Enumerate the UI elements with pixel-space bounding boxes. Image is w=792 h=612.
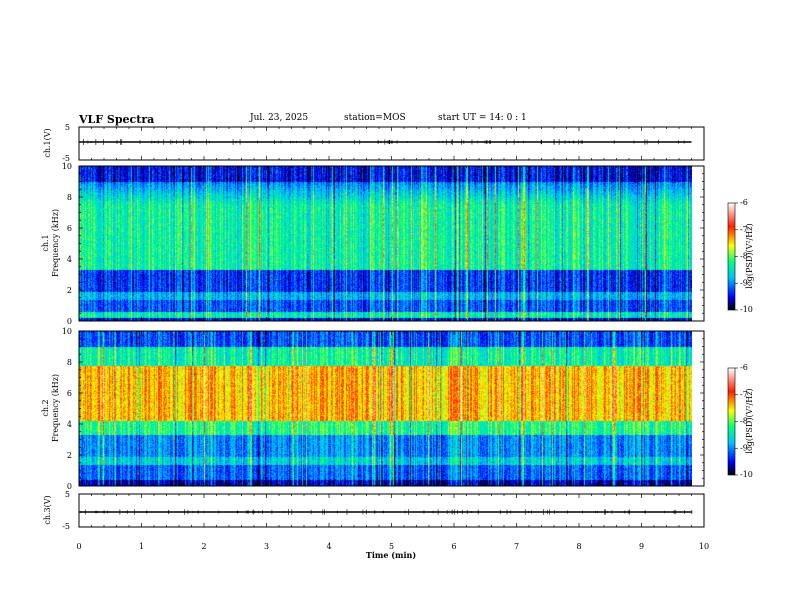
ch3-ytick-bottom: -5 — [62, 522, 70, 531]
x-tick-label: 3 — [264, 542, 269, 551]
ch1-freq-tick-label: 10 — [62, 162, 72, 171]
ch2-cbar-tick-label: -8 — [740, 417, 748, 426]
ch1-cbar-tick-label: -8 — [740, 252, 748, 261]
ch1-colorbar-label: log(PSD)(V²/Hz) — [745, 223, 754, 288]
ch2-cbar-tick-label: -7 — [740, 390, 748, 399]
ch2-freq-tick-label: 6 — [67, 389, 72, 398]
x-tick-label: 9 — [639, 542, 644, 551]
ch3-ytick-top: 5 — [65, 490, 70, 499]
ch3-waveform-frame — [78, 493, 705, 528]
ch1-freq-tick-label: 8 — [67, 193, 72, 202]
ch2-spectrogram-panel: ch.2 Frequency (kHz) 0 2 4 6 8 10 -6 -7 -8 -9 -10… — [41, 327, 754, 491]
x-tick-label: 8 — [576, 542, 581, 551]
ch2-colorbar-ticks: -6 -7 -8 -9 -10 — [735, 363, 753, 479]
x-tick-label: 0 — [76, 542, 81, 551]
ch1-colorbar — [727, 202, 736, 311]
x-tick-label: 1 — [139, 542, 144, 551]
ch2-freq-tick-label: 0 — [67, 482, 72, 491]
time-axis-labels: 0 1 2 3 4 5 6 7 8 9 10 — [76, 542, 709, 551]
ch1-cbar-tick-label: -10 — [740, 305, 753, 314]
ch3-waveform-ticks — [78, 494, 705, 527]
x-tick-label: 5 — [389, 542, 394, 551]
ch2-ylabel-channel: ch.2 — [41, 399, 50, 416]
ch1-waveform-ticks — [78, 127, 705, 160]
ch1-colorbar-ticks: -6 -7 -8 -9 -10 — [735, 198, 753, 314]
ch1-freq-ticks: 0 2 4 6 8 10 — [62, 162, 704, 326]
ch1-waveform-ylabel: ch.1(V) — [43, 128, 52, 157]
x-tick-label: 6 — [451, 542, 456, 551]
station-label: station=MOS — [344, 113, 406, 123]
ch2-freq-tick-label: 8 — [67, 358, 72, 367]
ch1-ylabel-frequency: Frequency (kHz) — [51, 209, 60, 277]
x-tick-label: 4 — [326, 542, 331, 551]
ch1-spectrogram-image — [79, 166, 692, 321]
ch1-cbar-tick-label: -7 — [740, 225, 748, 234]
ch1-waveform-panel: 5 -5 ch.1(V) — [43, 123, 705, 163]
ch1-freq-tick-label: 0 — [67, 317, 72, 326]
ch3-waveform-ylabel: ch.3(V) — [43, 495, 52, 524]
ch2-cbar-tick-label: -9 — [740, 443, 748, 452]
x-axis-label: Time (min) — [366, 550, 416, 560]
x-tick-label: 10 — [699, 542, 709, 551]
ch1-ylabel-channel: ch.1 — [41, 234, 50, 251]
ch1-spectrogram-panel: ch.1 Frequency (kHz) 0 2 4 6 8 10 -6 -7 -8 -9 -10… — [41, 162, 754, 326]
x-tick-label: 7 — [514, 542, 519, 551]
ch2-colorbar — [727, 367, 736, 476]
ch1-cbar-tick-label: -9 — [740, 278, 748, 287]
ch2-time-ticks — [78, 331, 705, 486]
ch2-freq-ticks: 0 2 4 6 8 10 — [62, 327, 704, 491]
ch2-cbar-tick-label: -10 — [740, 470, 753, 479]
ch1-freq-tick-label: 4 — [67, 255, 72, 264]
ch2-ylabel-frequency: Frequency (kHz) — [51, 374, 60, 442]
ch2-spectrogram-image — [79, 331, 692, 486]
ch1-freq-tick-label: 6 — [67, 224, 72, 233]
start-time-label: start UT = 14: 0 : 1 — [438, 113, 527, 123]
ch1-ytick-top: 5 — [65, 123, 70, 132]
ch2-freq-tick-label: 10 — [62, 327, 72, 336]
ch1-cbar-tick-label: -6 — [740, 198, 748, 207]
ch1-ytick-bottom: -5 — [62, 154, 70, 163]
ch1-freq-tick-label: 2 — [67, 286, 72, 295]
ch2-freq-tick-label: 2 — [67, 451, 72, 460]
ch2-cbar-tick-label: -6 — [740, 363, 748, 372]
x-tick-label: 2 — [201, 542, 206, 551]
ch1-time-ticks — [78, 166, 705, 321]
date-label: Jul. 23, 2025 — [250, 113, 309, 123]
plot-title: VLF Spectra — [79, 113, 155, 126]
ch3-waveform-panel: 5 -5 ch.3(V) 0 1 2 3 4 5 6 7 8 9 10 Time (min) — [43, 490, 709, 560]
ch2-freq-tick-label: 4 — [67, 420, 72, 429]
ch2-colorbar-label: log(PSD)(V²/Hz) — [745, 388, 754, 453]
